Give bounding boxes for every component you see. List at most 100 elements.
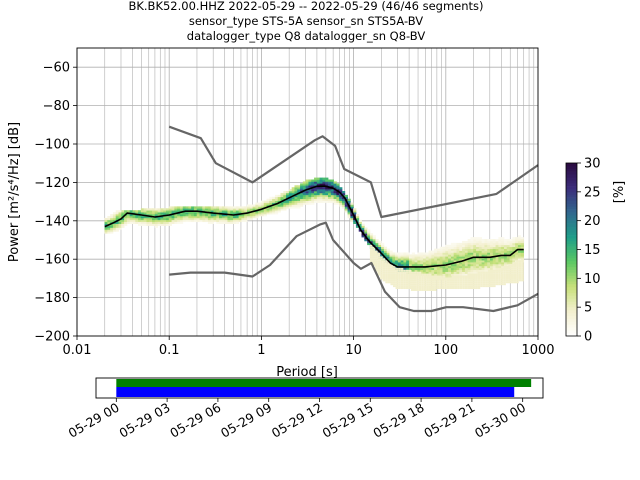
- density-cell: [475, 287, 478, 290]
- density-cell: [129, 214, 133, 217]
- density-cell: [395, 285, 399, 288]
- density-cell: [235, 219, 240, 223]
- density-cell: [464, 267, 469, 271]
- density-cell: [385, 281, 388, 284]
- density-cell: [372, 246, 376, 249]
- density-cell: [382, 264, 386, 266]
- density-cell: [328, 187, 332, 190]
- density-cell: [255, 208, 259, 211]
- density-cell: [224, 212, 228, 215]
- density-cell: [400, 277, 404, 280]
- density-cell: [115, 221, 119, 224]
- density-cell: [492, 240, 496, 244]
- density-cell: [398, 277, 401, 280]
- density-cell: [387, 277, 391, 280]
- density-cell: [406, 258, 410, 261]
- density-cell: [286, 206, 290, 209]
- density-cell: [513, 264, 517, 266]
- density-cell: [459, 258, 463, 261]
- density-cell: [431, 285, 435, 288]
- density-cell: [510, 275, 514, 278]
- density-cell: [475, 279, 478, 282]
- density-cell: [107, 229, 111, 232]
- density-cell: [347, 212, 351, 215]
- colorbar-tick-label: 25: [584, 185, 601, 200]
- density-cell: [372, 258, 376, 261]
- density-cell: [456, 271, 460, 274]
- density-cell: [350, 219, 354, 223]
- density-cell: [369, 239, 374, 242]
- density-cell: [454, 287, 458, 290]
- density-cell: [221, 206, 226, 209]
- density-cell: [263, 202, 267, 205]
- density-cell: [481, 248, 485, 251]
- density-cell: [487, 264, 491, 267]
- density-cell: [398, 271, 401, 274]
- density-cell: [266, 200, 270, 203]
- density-cell: [431, 273, 435, 276]
- density-cell: [104, 219, 108, 223]
- density-cell: [470, 267, 474, 271]
- density-cell: [288, 191, 293, 194]
- density-cell: [308, 185, 312, 188]
- density-cell: [288, 204, 293, 207]
- density-cell: [512, 237, 516, 240]
- chart-title-line-1: BK.BK52.00.HHZ 2022-05-29 -- 2022-05-29 …: [128, 0, 483, 13]
- density-cell: [382, 265, 386, 268]
- density-cell: [414, 260, 418, 263]
- density-cell: [421, 273, 424, 276]
- density-cell: [325, 198, 329, 201]
- colorbar-segment: [566, 307, 577, 311]
- density-cell: [375, 252, 378, 255]
- density-cell: [498, 237, 502, 240]
- density-cell: [389, 252, 393, 255]
- density-cell: [286, 191, 290, 194]
- density-cell: [498, 244, 502, 248]
- density-cell: [492, 239, 496, 242]
- density-cell: [104, 221, 108, 224]
- density-cell: [224, 216, 228, 219]
- density-cell: [470, 237, 474, 240]
- density-cell: [467, 271, 471, 274]
- density-cell: [115, 212, 119, 215]
- density-cell: [294, 185, 298, 188]
- density-cell: [308, 198, 312, 201]
- density-cell: [503, 267, 506, 270]
- density-cell: [490, 283, 494, 286]
- density-cell: [420, 267, 424, 271]
- density-cell: [515, 250, 519, 253]
- density-cell: [297, 204, 301, 207]
- density-cell: [487, 271, 491, 274]
- density-cell: [377, 260, 381, 263]
- density-cell: [490, 277, 494, 280]
- density-cell: [199, 212, 203, 215]
- density-cell: [464, 264, 469, 267]
- density-cell: [428, 277, 432, 280]
- colorbar-segment: [566, 223, 577, 227]
- density-cell: [322, 183, 326, 186]
- density-cell: [205, 214, 209, 217]
- density-cell: [210, 217, 214, 221]
- density-cell: [146, 212, 150, 215]
- density-cell: [390, 265, 394, 268]
- density-cell: [168, 210, 172, 213]
- density-cell: [308, 192, 312, 196]
- density-cell: [431, 283, 435, 286]
- density-cell: [448, 248, 452, 251]
- density-cell: [333, 192, 337, 196]
- density-cell: [484, 264, 488, 267]
- density-cell: [372, 252, 376, 255]
- density-cell: [400, 260, 404, 263]
- density-cell: [422, 254, 427, 257]
- density-cell: [291, 189, 295, 192]
- density-cell: [336, 194, 340, 198]
- density-cell: [291, 206, 295, 209]
- density-cell: [291, 202, 295, 205]
- density-cell: [467, 285, 470, 288]
- density-cell: [188, 206, 192, 209]
- density-cell: [311, 189, 315, 192]
- density-cell: [516, 260, 519, 263]
- density-cell: [118, 210, 122, 213]
- density-cell: [448, 267, 452, 271]
- density-cell: [364, 237, 368, 240]
